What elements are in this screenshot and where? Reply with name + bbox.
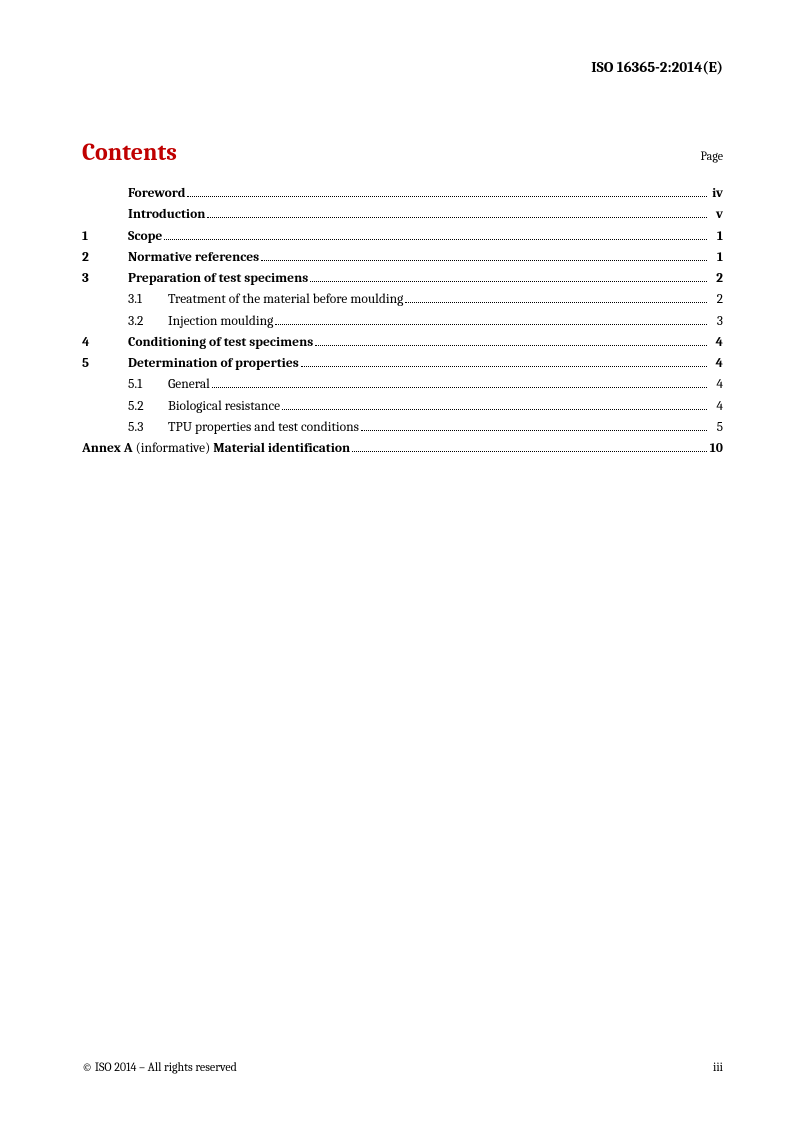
toc-leader — [301, 366, 707, 367]
toc-page-number: 4 — [709, 375, 723, 395]
footer-page-number: iii — [713, 1060, 723, 1074]
toc-row: Annex A (informative) Material identific… — [82, 439, 723, 459]
toc-section-label: Introduction — [128, 205, 205, 225]
footer-copyright: © ISO 2014 – All rights reserved — [82, 1060, 237, 1074]
toc-page-number: iv — [709, 184, 723, 204]
toc-page-number: 4 — [709, 397, 723, 417]
toc-page-number: 4 — [709, 354, 723, 374]
toc-leader — [212, 387, 707, 388]
toc-subsection-label: Treatment of the material before mouldin… — [168, 290, 403, 310]
toc-section-number: 3 — [82, 269, 128, 289]
toc-page-number: 3 — [709, 312, 723, 332]
toc-subsection-label: Injection moulding — [168, 312, 273, 332]
toc-row: Foreword iv — [82, 184, 723, 204]
toc-row: 3Preparation of test specimens 2 — [82, 269, 723, 289]
toc-page-number: 1 — [709, 248, 723, 268]
toc-leader — [164, 239, 707, 240]
toc-leader — [275, 324, 707, 325]
toc-subsection-label: TPU properties and test conditions — [168, 418, 359, 438]
toc-row: Introduction v — [82, 205, 723, 225]
toc-leader — [310, 281, 707, 282]
page-container: ISO 16365-2:2014(E) Contents Page Forewo… — [0, 0, 793, 1122]
toc-subsection-number: 5.3 — [128, 418, 168, 438]
toc-annex-label: Annex A (informative) Material identific… — [82, 439, 350, 459]
toc-leader — [352, 451, 707, 452]
toc-subsection-number: 3.1 — [128, 290, 168, 310]
toc-subsection-number: 3.2 — [128, 312, 168, 332]
contents-title: Contents — [82, 138, 177, 166]
toc-row: 5.3TPU properties and test conditions 5 — [82, 418, 723, 438]
toc-page-number: 2 — [709, 269, 723, 289]
toc-page-number: v — [709, 205, 723, 225]
toc-page-number: 2 — [709, 290, 723, 310]
toc-row: 1Scope1 — [82, 227, 723, 247]
toc-row: 2Normative references 1 — [82, 248, 723, 268]
toc-leader — [282, 409, 707, 410]
document-id: ISO 16365-2:2014(E) — [591, 58, 723, 76]
page-column-label: Page — [701, 149, 723, 163]
toc-leader — [405, 302, 707, 303]
toc-row: 4Conditioning of test specimens4 — [82, 333, 723, 353]
toc-page-number: 1 — [709, 227, 723, 247]
toc-section-label: Conditioning of test specimens — [128, 333, 313, 353]
toc-row: 3.2Injection moulding 3 — [82, 312, 723, 332]
toc-subsection-number: 5.1 — [128, 375, 168, 395]
toc-subsection-number: 5.2 — [128, 397, 168, 417]
toc-section-number: 4 — [82, 333, 128, 353]
toc-page-number: 5 — [709, 418, 723, 438]
toc-page-number: 10 — [709, 439, 723, 459]
toc-section-label: Normative references — [128, 248, 259, 268]
toc-leader — [207, 217, 707, 218]
toc-leader — [361, 430, 707, 431]
toc-subsection-label: Biological resistance — [168, 397, 280, 417]
toc-section-number: 1 — [82, 227, 128, 247]
toc-row: 5.2Biological resistance 4 — [82, 397, 723, 417]
toc-section-label: Determination of properties — [128, 354, 299, 374]
table-of-contents: ForewordivIntroductionv1Scope12Normative… — [82, 184, 723, 459]
toc-subsection-label: General — [168, 375, 210, 395]
toc-leader — [187, 196, 707, 197]
contents-header: Contents Page — [82, 138, 723, 166]
toc-row: 5.1General 4 — [82, 375, 723, 395]
toc-section-label: Scope — [128, 227, 162, 247]
toc-section-label: Preparation of test specimens — [128, 269, 308, 289]
toc-page-number: 4 — [709, 333, 723, 353]
toc-section-number: 2 — [82, 248, 128, 268]
toc-row: 3.1Treatment of the material before moul… — [82, 290, 723, 310]
page-footer: © ISO 2014 – All rights reserved iii — [82, 1060, 723, 1074]
toc-leader — [315, 345, 707, 346]
toc-section-number: 5 — [82, 354, 128, 374]
toc-row: 5Determination of properties 4 — [82, 354, 723, 374]
toc-leader — [261, 260, 707, 261]
toc-section-label: Foreword — [128, 184, 185, 204]
